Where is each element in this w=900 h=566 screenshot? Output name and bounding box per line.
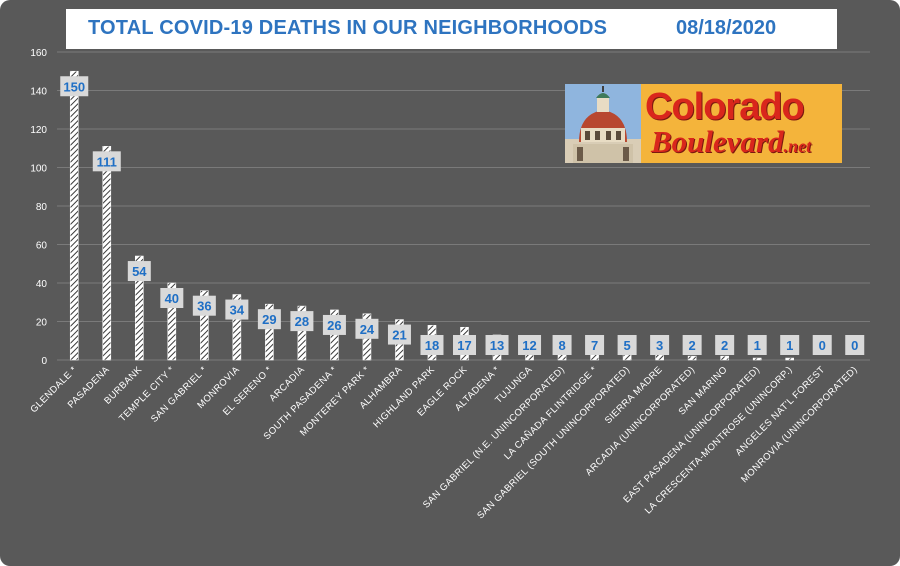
chart-title-box: TOTAL COVID-19 DEATHS IN OUR NEIGHBORHOO… (66, 9, 837, 49)
data-label: 17 (457, 338, 471, 353)
y-tick-label: 0 (41, 356, 47, 367)
city-hall-dome-image (565, 84, 641, 163)
data-label-box (617, 335, 637, 355)
data-label: 1 (754, 338, 761, 353)
bar (785, 357, 795, 361)
data-label: 26 (327, 318, 341, 333)
data-label: 2 (721, 338, 728, 353)
data-label: 54 (132, 264, 147, 279)
data-label-box (225, 299, 249, 320)
data-label-box (552, 335, 572, 355)
logo-word-boulevard: Boulevard.net (651, 124, 811, 160)
data-label-box (845, 335, 865, 355)
y-tick-label: 100 (30, 164, 47, 175)
data-label-box (747, 335, 767, 355)
y-tick-label: 60 (36, 241, 48, 252)
data-label-box (257, 309, 281, 330)
y-tick-label: 40 (36, 279, 48, 290)
data-label: 3 (656, 338, 663, 353)
chart-date: 08/18/2020 (676, 17, 777, 39)
data-label-box (322, 314, 346, 335)
data-label: 8 (558, 338, 565, 353)
y-tick-label: 80 (36, 202, 48, 213)
data-label-box (192, 295, 216, 316)
bar (102, 146, 112, 361)
data-label-box (485, 335, 509, 355)
logo-word-boulevard-text: Boulevard (651, 124, 784, 159)
data-label: 18 (425, 338, 439, 353)
data-label-box (650, 335, 670, 355)
data-label: 5 (623, 338, 630, 353)
data-label: 7 (591, 338, 598, 353)
bar (135, 255, 144, 361)
data-label-box (682, 335, 702, 355)
chart-title: TOTAL COVID-19 DEATHS IN OUR NEIGHBORHOO… (88, 17, 608, 39)
data-label-box (420, 335, 444, 355)
data-label-box (92, 151, 121, 172)
data-label: 28 (295, 314, 309, 329)
logo-word-colorado: Colorado (645, 86, 805, 128)
data-label: 2 (689, 338, 696, 353)
data-label-box (585, 335, 605, 355)
data-label-box (355, 318, 379, 339)
data-label-box (453, 335, 476, 355)
bar (200, 290, 209, 361)
bar (69, 70, 79, 361)
data-label: 21 (392, 328, 406, 343)
bar (330, 309, 339, 361)
data-label-box (715, 335, 735, 355)
y-tick-label: 160 (30, 48, 47, 59)
data-label-box (812, 335, 832, 355)
data-label: 29 (262, 312, 276, 327)
y-axis-ticks: 0 20 40 60 80 100 120 140 160 (30, 48, 47, 367)
data-label-box (780, 335, 800, 355)
data-label-box (290, 311, 314, 332)
data-label: 40 (165, 291, 179, 306)
y-tick-label: 120 (30, 125, 47, 136)
data-label: 0 (819, 338, 826, 353)
data-label: 111 (97, 154, 117, 169)
data-label-box (387, 324, 411, 345)
data-label: 34 (230, 303, 245, 318)
bar (687, 355, 697, 361)
logo-suffix: .net (783, 136, 812, 156)
data-label-box (127, 261, 151, 282)
colorado-boulevard-logo: Colorado Boulevard.net (565, 84, 842, 163)
data-label: 0 (851, 338, 858, 353)
y-tick-label: 20 (36, 318, 48, 329)
data-label: 1 (786, 338, 793, 353)
bar (265, 303, 274, 361)
y-tick-label: 140 (30, 87, 47, 98)
data-label-box (60, 76, 89, 97)
data-label-box (518, 335, 542, 355)
bar (720, 355, 729, 361)
data-label: 150 (63, 79, 85, 94)
data-label-box (160, 288, 184, 308)
data-label: 13 (490, 338, 504, 353)
bar (167, 282, 177, 361)
data-label: 12 (522, 338, 536, 353)
bar (297, 305, 307, 361)
data-label: 24 (360, 322, 375, 337)
data-label: 36 (197, 299, 211, 314)
bar (232, 294, 242, 361)
bar (752, 357, 762, 361)
bar (655, 353, 664, 361)
